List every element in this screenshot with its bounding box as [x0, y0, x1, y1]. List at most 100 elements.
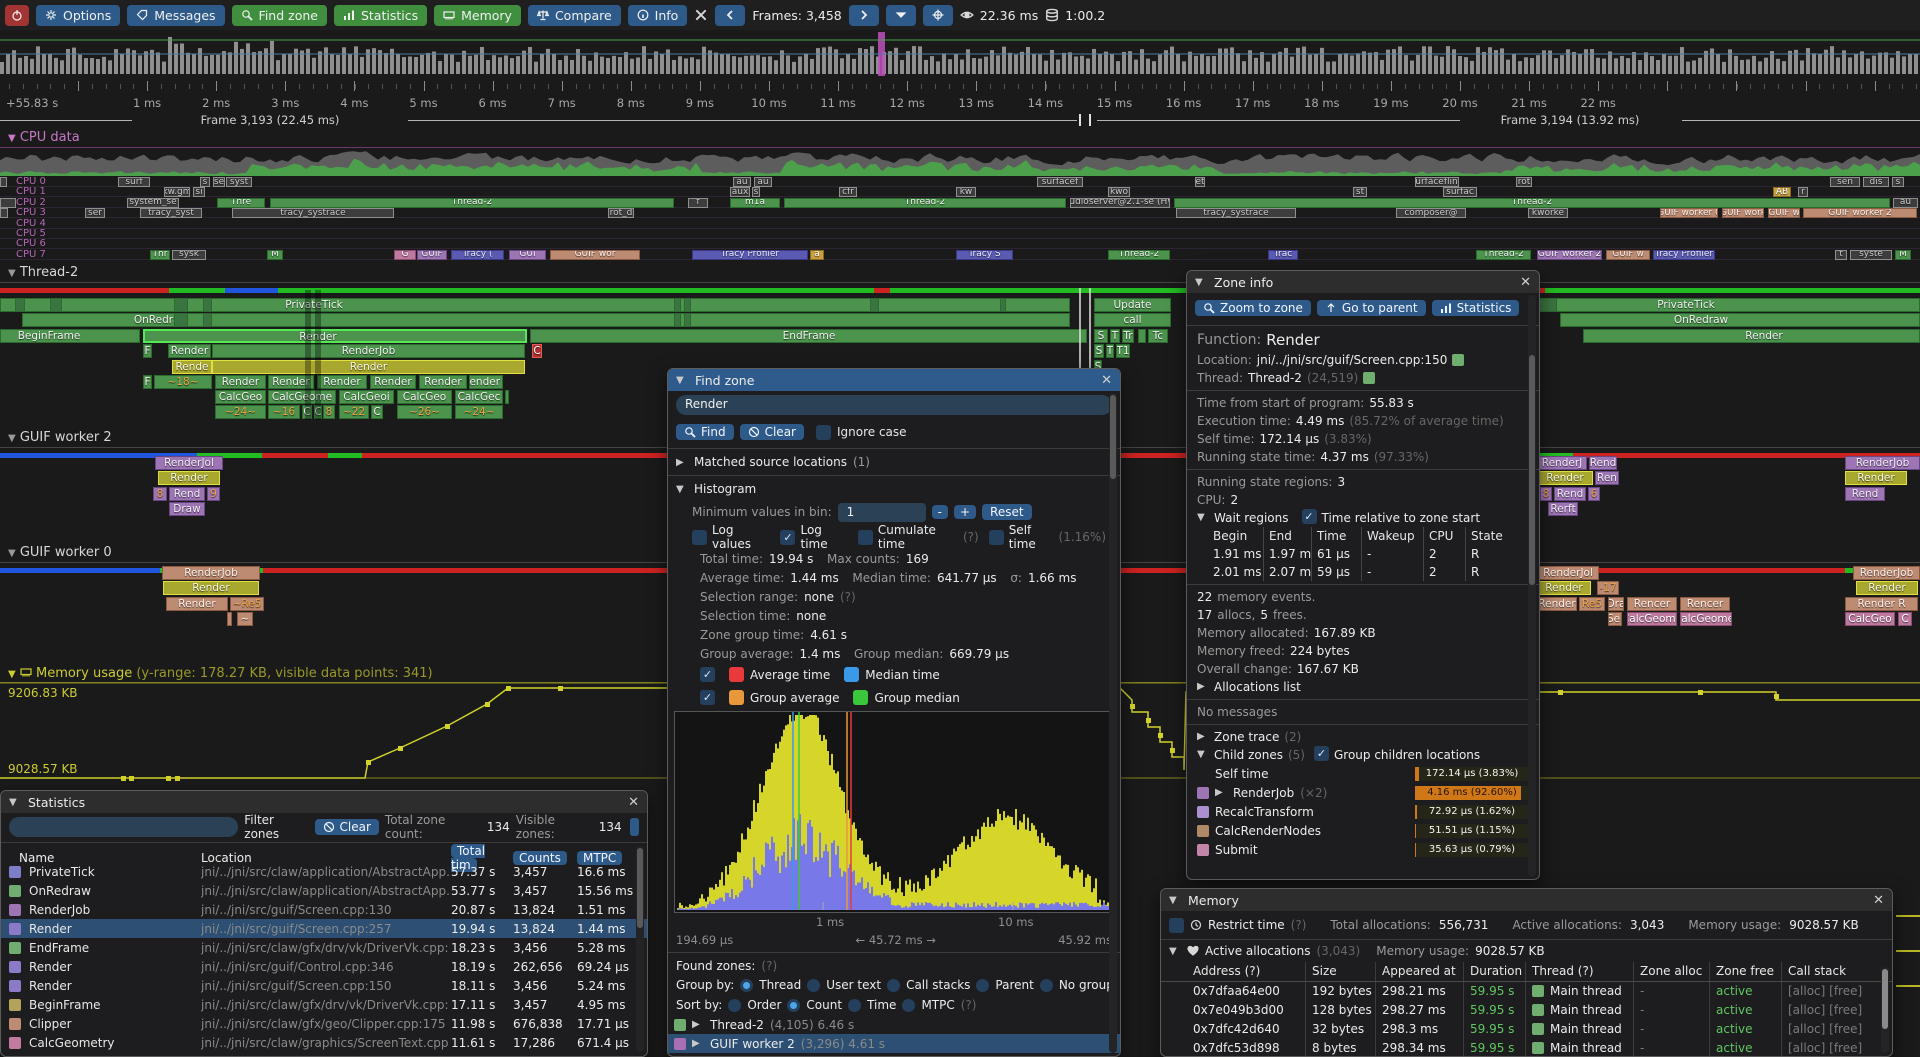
wait-region-row[interactable]: 1.91 ms1.97 ms61 µs-2R [1187, 545, 1539, 563]
zone[interactable]: au [733, 177, 751, 187]
thread-header[interactable]: ▼ GUIF worker 0 [8, 545, 112, 560]
zone[interactable]: ~16 [268, 405, 300, 419]
zone[interactable]: Render F [469, 375, 503, 389]
zone[interactable]: t [1835, 249, 1847, 260]
thread-activity-strip[interactable] [169, 288, 225, 293]
zone[interactable]: Tr [1122, 329, 1134, 343]
zone[interactable]: F [143, 344, 152, 358]
zone-trace-label[interactable]: Zone trace [1214, 730, 1280, 744]
statistics-row[interactable]: Render jni/../jni/src/guif/Screen.cpp:257… [1, 919, 647, 938]
zone[interactable]: S [1094, 344, 1104, 358]
crosshair-button[interactable] [922, 4, 953, 26]
zone[interactable]: se [213, 177, 225, 187]
radio-user-text[interactable] [807, 978, 821, 992]
zone[interactable] [684, 313, 691, 327]
filter-input[interactable] [9, 817, 239, 837]
radio-time[interactable] [848, 998, 862, 1012]
statistics-row[interactable]: CalcGeometry jni/../jni/src/claw/graphics… [1, 1033, 647, 1052]
zone[interactable]: sysk [172, 249, 206, 260]
found-zone-group[interactable]: ▶ Thread-2 (4,105) 6.46 s [668, 1015, 1120, 1034]
legend-checkbox[interactable]: ✓ [700, 667, 715, 682]
power-button[interactable] [5, 4, 29, 26]
close-icon[interactable]: ✕ [628, 794, 639, 810]
zone[interactable]: kworke [1528, 208, 1568, 219]
zone[interactable]: ser [85, 208, 105, 219]
reset-button[interactable]: Reset [982, 504, 1032, 520]
zone[interactable]: Rerft [1548, 502, 1578, 516]
zone[interactable]: C [1898, 612, 1912, 626]
statistics-button[interactable]: Statistics [333, 4, 428, 26]
zone[interactable]: CalcGeome [1627, 612, 1677, 626]
zone[interactable]: GUIF w [1768, 208, 1800, 219]
zone[interactable] [1138, 329, 1146, 343]
close-icon[interactable]: ✕ [1101, 372, 1112, 388]
zone[interactable]: st [1353, 187, 1367, 198]
zone[interactable]: Rend [1589, 456, 1617, 470]
find-zone-titlebar[interactable]: ▼ Find zone ✕ [668, 369, 1120, 391]
zone[interactable]: C [302, 405, 312, 419]
log-time-checkbox[interactable]: ✓ [780, 529, 796, 545]
zone[interactable]: Rencer [1680, 597, 1730, 611]
zone[interactable]: Trac [1268, 249, 1298, 260]
zone[interactable]: Rencer [1627, 597, 1677, 611]
zone[interactable]: au [1893, 197, 1918, 208]
zone[interactable] [1000, 298, 1006, 312]
statistics-scrollbar[interactable] [636, 846, 644, 1052]
allocation-row[interactable]: 0x7e049b3d00 128 bytes 298.27 ms 59.95 s Mai… [1161, 1001, 1892, 1020]
zone[interactable]: Thread-2 [1108, 249, 1170, 260]
zone[interactable]: Rend [1845, 487, 1885, 501]
zone[interactable] [674, 298, 681, 312]
radio-order[interactable] [728, 998, 742, 1012]
zone[interactable]: Render [158, 471, 220, 485]
found-zone-group[interactable]: ▶ GUIF worker 2 (3,296) 4.61 s [668, 1034, 1120, 1053]
zone[interactable]: CalcGeoi [339, 390, 394, 404]
zone[interactable] [15, 298, 25, 312]
close-icon[interactable]: ✕ [1873, 892, 1884, 908]
close-icon[interactable]: ✕ [1520, 274, 1531, 290]
zone[interactable]: Re5 [1579, 597, 1605, 611]
zone[interactable]: Draw [169, 502, 205, 516]
zone[interactable]: surf [118, 177, 150, 187]
zone[interactable]: CalcGeome [268, 390, 336, 404]
zone[interactable]: dis [1863, 177, 1889, 187]
zone[interactable]: Dra [1608, 597, 1624, 611]
zone[interactable]: Thr [150, 249, 170, 260]
zone[interactable]: f [688, 197, 708, 208]
child-zones-label[interactable]: Child zones [1214, 748, 1283, 762]
zone[interactable]: S [1094, 329, 1108, 343]
zone[interactable]: BeginFrame [0, 329, 140, 343]
zone[interactable]: kwo [1108, 187, 1130, 198]
find-zone-button[interactable]: Find zone [231, 4, 327, 26]
thread-activity-strip[interactable] [278, 288, 874, 293]
zone[interactable]: G [394, 249, 416, 260]
collapse-icon[interactable]: ▼ [1197, 749, 1205, 760]
zone[interactable]: M [267, 249, 283, 260]
zone[interactable]: EndFrame [530, 329, 1087, 343]
radio-call-stacks[interactable] [887, 978, 901, 992]
find-zone-scrollbar[interactable] [1109, 393, 1117, 1053]
zone[interactable]: Tracy Profiler [692, 249, 808, 260]
zone[interactable]: 9 [207, 487, 220, 501]
zone[interactable]: rot [1516, 177, 1532, 187]
cut-button[interactable] [629, 818, 639, 836]
zone[interactable]: 8 [323, 405, 335, 419]
memory-scrollbar[interactable] [1881, 967, 1889, 1053]
expand-icon[interactable]: ▶ [1197, 731, 1205, 742]
zone[interactable]: T1 [1116, 344, 1130, 358]
radio-count[interactable] [787, 998, 801, 1012]
zone[interactable]: RenderJob [1845, 456, 1920, 470]
zone[interactable]: Render [212, 360, 525, 374]
zone[interactable]: Render [166, 597, 228, 611]
zone[interactable]: composer@ [1396, 208, 1466, 219]
zone[interactable]: RenderJ [1537, 456, 1587, 470]
zone[interactable]: RenderJol [1537, 566, 1599, 580]
zone[interactable]: Thread-2 [270, 197, 674, 208]
zone[interactable]: PrivateTick [1537, 298, 1920, 312]
search-input[interactable]: Render [676, 395, 1112, 415]
zone[interactable]: Render [215, 375, 266, 389]
zone[interactable]: 6 [1588, 487, 1600, 501]
collapse-icon[interactable]: ▼ [1195, 276, 1203, 288]
restrict-time-checkbox[interactable] [1169, 917, 1184, 933]
zone[interactable] [174, 298, 188, 312]
